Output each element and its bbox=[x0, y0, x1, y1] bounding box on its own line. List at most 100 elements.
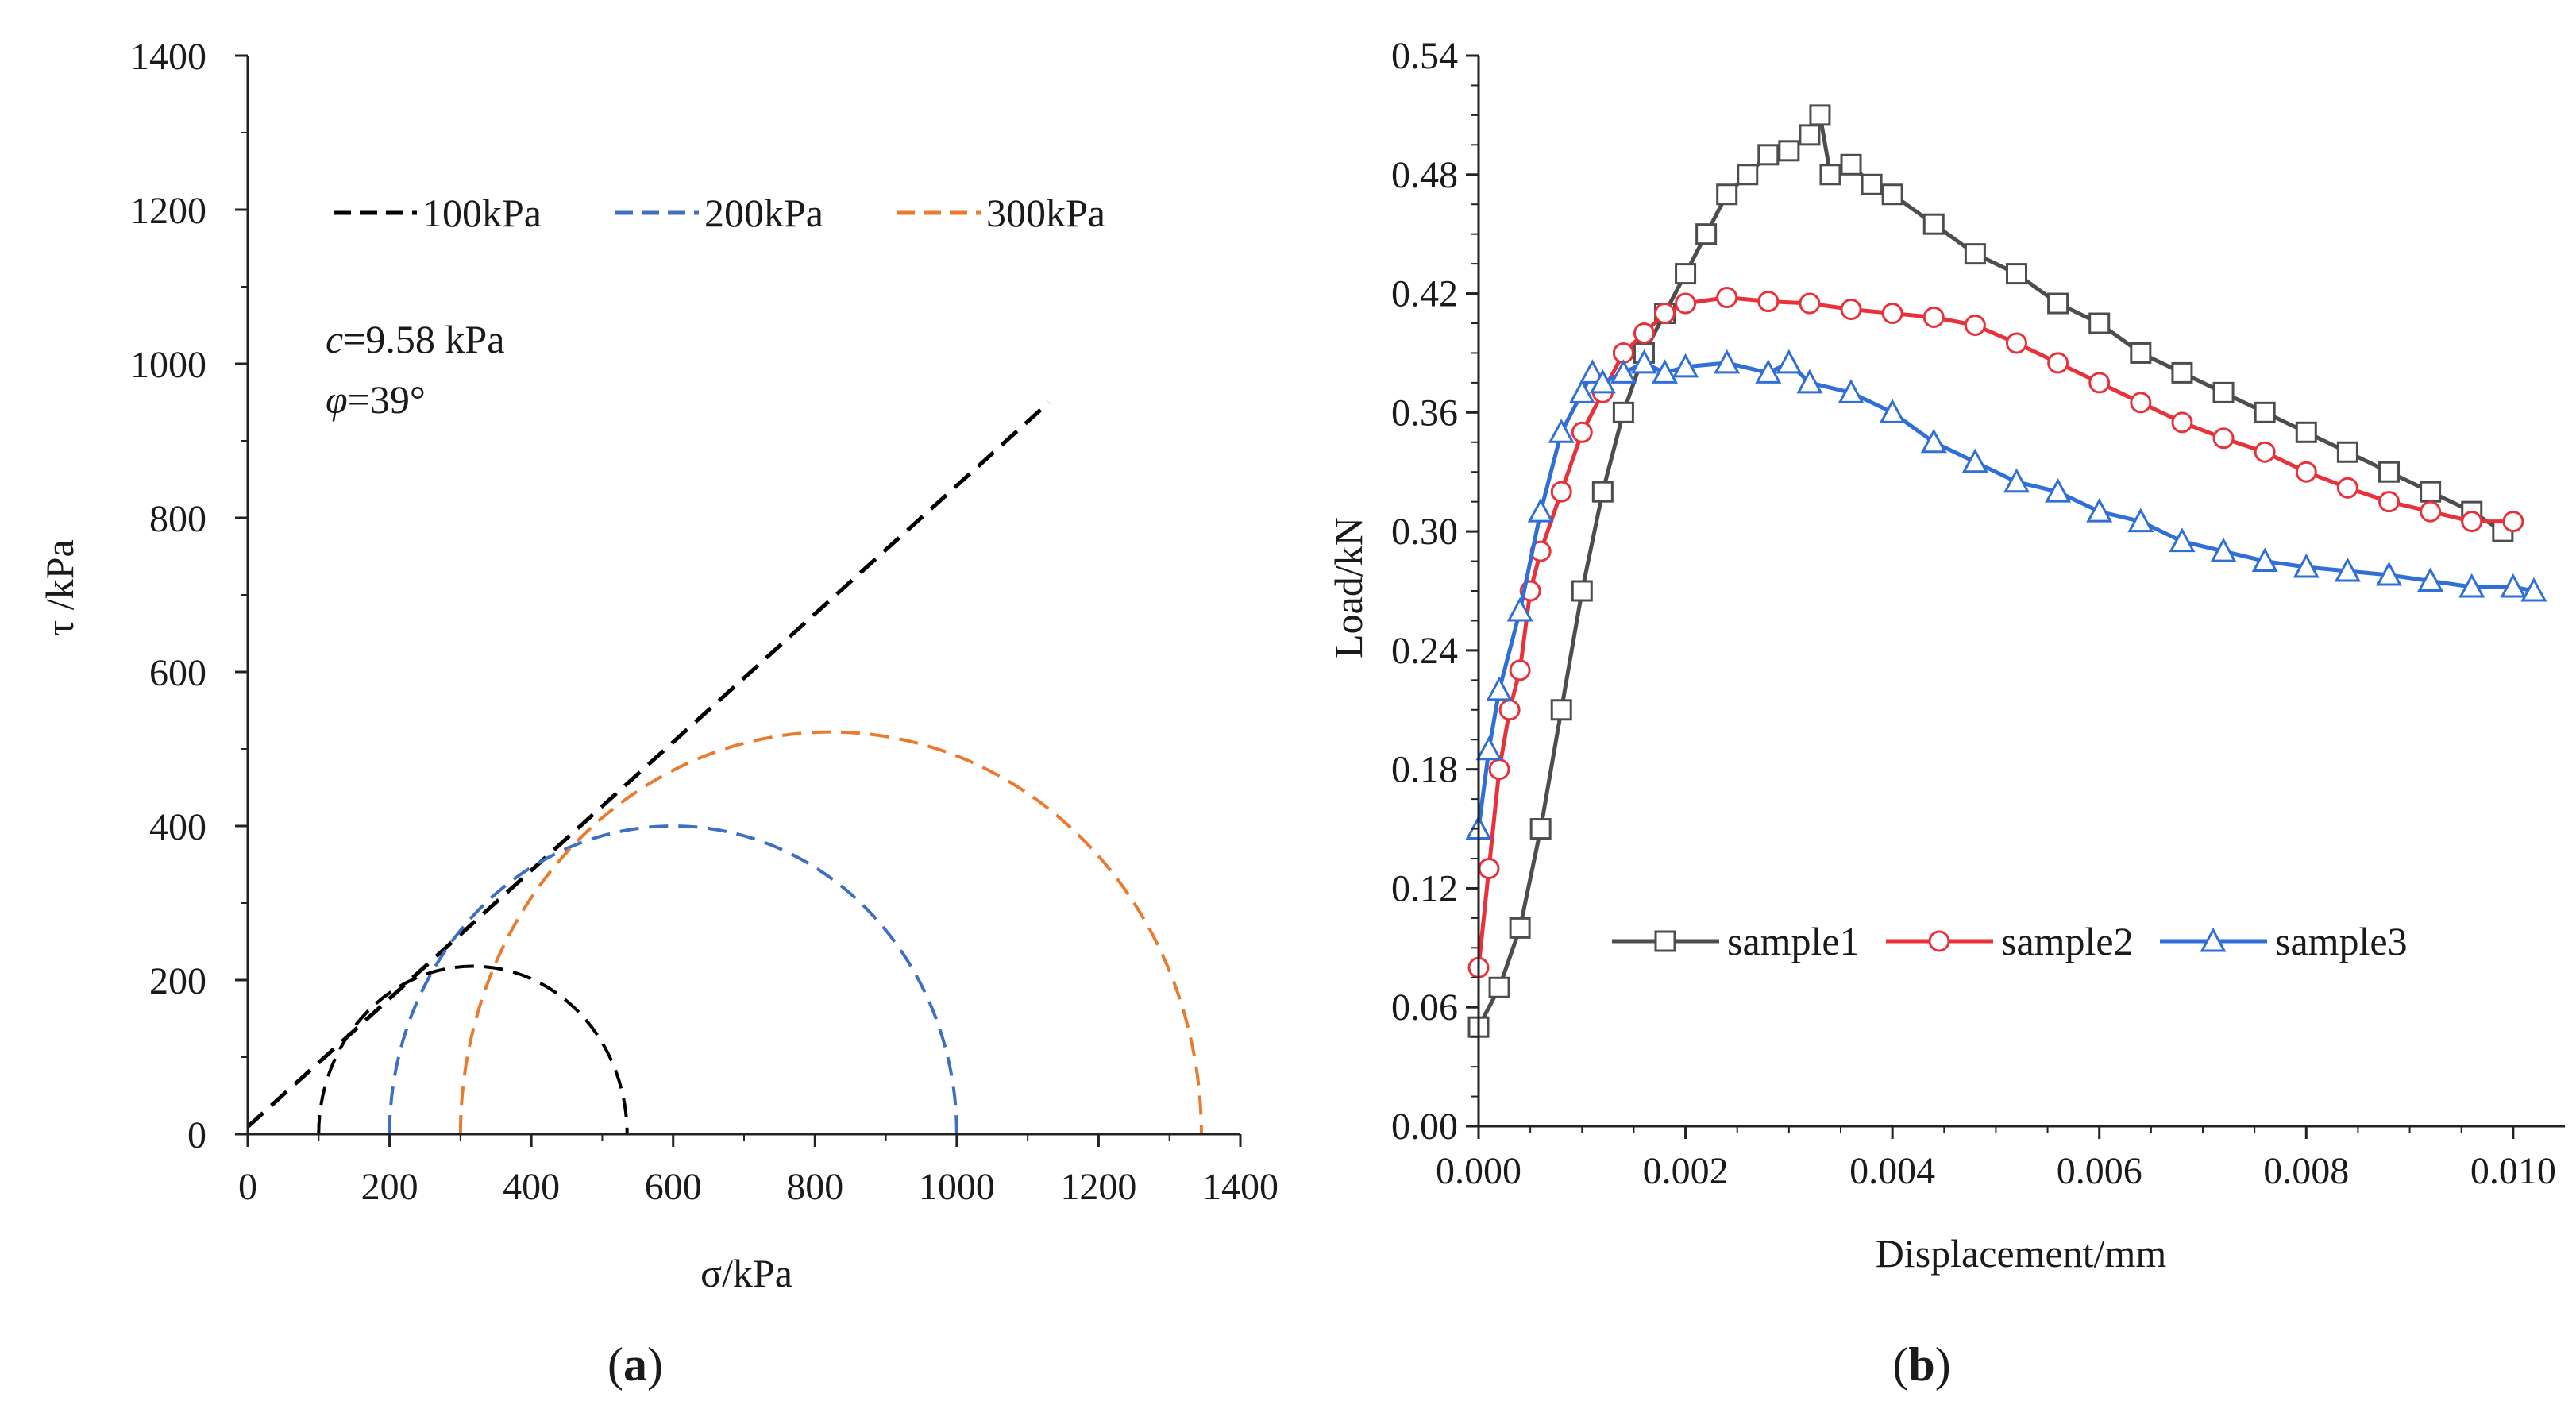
b-data-point bbox=[2254, 441, 2276, 463]
a-mohr-circle-200kPa bbox=[388, 824, 958, 1135]
b-data-point bbox=[1881, 183, 1903, 206]
b-data-point bbox=[1488, 758, 1510, 781]
a-y-tick-label: 400 bbox=[149, 806, 206, 848]
b-data-point bbox=[2171, 361, 2193, 384]
a-y-tick-label: 800 bbox=[149, 498, 206, 540]
b-data-point bbox=[2130, 392, 2152, 414]
b-data-point bbox=[1548, 419, 1575, 443]
b-x-tick-label: 0.000 bbox=[1436, 1150, 1521, 1192]
a-x-tick-label: 1200 bbox=[1060, 1166, 1136, 1208]
a-mohr-circles bbox=[317, 732, 1201, 1135]
b-data-point bbox=[2130, 342, 2152, 364]
b-data-point bbox=[2295, 461, 2317, 483]
a-annotation-cohesion: c=9.58 kPa bbox=[326, 317, 504, 361]
b-data-point bbox=[2088, 372, 2111, 394]
b-y-tick-label: 0.24 bbox=[1391, 630, 1458, 672]
a-legend-entry: 200kPa bbox=[704, 191, 823, 235]
b-data-point bbox=[1654, 303, 1676, 325]
b-data-point bbox=[1652, 359, 1679, 384]
b-data-point bbox=[2003, 468, 2030, 493]
b-y-axis-label: Load/kN bbox=[1326, 517, 1371, 658]
a-x-axis-label: σ/kPa bbox=[700, 1251, 792, 1295]
b-data-point bbox=[1755, 359, 1782, 384]
b-data-point bbox=[1571, 421, 1593, 443]
b-x-axis-label: Displacement/mm bbox=[1876, 1231, 2167, 1276]
b-data-point bbox=[1776, 349, 1803, 374]
b-data-point bbox=[2378, 461, 2401, 483]
b-data-point bbox=[1550, 699, 1572, 721]
b-data-point bbox=[1778, 140, 1800, 162]
a-legend-entry: 100kPa bbox=[422, 191, 542, 235]
b-data-point bbox=[2378, 491, 2401, 513]
b-data-point bbox=[2458, 573, 2485, 598]
a-y-tick-label: 1000 bbox=[130, 344, 206, 386]
a-x-tick-label: 200 bbox=[361, 1166, 418, 1208]
a-mohr-circle-300kPa bbox=[461, 732, 1201, 1134]
b-data-point bbox=[1922, 213, 1945, 235]
b-data-point bbox=[2210, 537, 2237, 562]
b-data-point bbox=[1612, 401, 1634, 423]
b-y-tick-label: 0.30 bbox=[1391, 511, 1458, 553]
a-legend-entry: 300kPa bbox=[986, 191, 1105, 235]
a-failure-envelope bbox=[246, 400, 1051, 1129]
a-x-tick-label: 1000 bbox=[919, 1166, 995, 1208]
b-data-point bbox=[1527, 497, 1554, 523]
b-data-point bbox=[1796, 369, 1823, 394]
b-data-point bbox=[1610, 359, 1637, 384]
b-data-point bbox=[2336, 441, 2358, 463]
a-y-tick-label: 1200 bbox=[130, 190, 206, 232]
a-failure-envelope-line bbox=[246, 400, 1051, 1129]
b-data-point bbox=[2088, 312, 2111, 334]
b-x-tick-label: 0.008 bbox=[2263, 1150, 2349, 1192]
b-y-tick-label: 0.36 bbox=[1391, 392, 1458, 434]
b-data-point bbox=[1675, 292, 1697, 315]
b-y-tick-label: 0.06 bbox=[1391, 986, 1458, 1029]
b-data-point bbox=[1672, 353, 1699, 378]
a-x-tick-label: 600 bbox=[645, 1166, 702, 1208]
b-y-tick-label: 0.48 bbox=[1391, 154, 1458, 196]
b-x-tick-label: 0.002 bbox=[1643, 1150, 1729, 1192]
b-series-line bbox=[1476, 361, 2535, 829]
b-data-point bbox=[1922, 307, 1945, 329]
b-data-point bbox=[1920, 428, 1947, 454]
b-series-lines bbox=[1465, 104, 2547, 1038]
a-x-tick-label: 400 bbox=[503, 1166, 560, 1208]
b-data-point bbox=[2502, 511, 2524, 533]
a-y-tick-label: 200 bbox=[149, 960, 206, 1002]
b-data-point bbox=[2005, 263, 2027, 285]
a-x-tick-labels: 0 200 400 600 800 1000 1200 1400 bbox=[238, 1166, 1278, 1208]
b-data-point bbox=[1488, 976, 1510, 998]
chart-a: 0 200 400 600 800 1000 1200 1400 0 200 400 600 800 1… bbox=[37, 36, 1278, 1391]
b-data-point bbox=[2005, 332, 2027, 354]
b-panel-label: (b) bbox=[1892, 1338, 1950, 1391]
b-y-tick-label: 0.54 bbox=[1391, 35, 1458, 77]
b-data-point bbox=[1475, 735, 1502, 761]
b-data-point bbox=[1509, 917, 1531, 939]
b-data-point bbox=[1506, 596, 1533, 622]
b-data-point bbox=[2086, 497, 2113, 523]
b-legend-entry: sample3 bbox=[2275, 919, 2408, 963]
b-legend-entry: sample1 bbox=[1727, 919, 1860, 963]
b-data-point bbox=[2171, 411, 2193, 434]
b-data-point bbox=[1589, 369, 1616, 394]
b-data-point bbox=[1861, 173, 1883, 195]
b-data-point bbox=[1695, 223, 1718, 245]
b-y-tick-label: 0.18 bbox=[1391, 749, 1458, 791]
b-x-tick-label: 0.010 bbox=[2470, 1150, 2556, 1192]
b-data-point bbox=[1714, 349, 1741, 374]
b-data-point bbox=[1675, 263, 1697, 285]
b-data-point bbox=[2500, 573, 2527, 598]
b-data-point bbox=[1757, 291, 1780, 313]
b-data-point bbox=[2212, 381, 2235, 403]
a-x-tick-label: 1400 bbox=[1202, 1166, 1278, 1208]
b-data-point bbox=[1809, 104, 1831, 126]
b-data-point bbox=[1633, 322, 1655, 344]
b-data-point bbox=[1819, 164, 1841, 186]
b-data-point bbox=[1486, 676, 1513, 701]
b-data-point bbox=[2254, 401, 2276, 423]
b-y-tick-labels: 0.00 0.06 0.12 0.18 0.24 0.30 0.36 0.42 0.48 0.54 bbox=[1391, 35, 1458, 1148]
b-data-point bbox=[1591, 481, 1614, 503]
a-x-tick-label: 0 bbox=[238, 1166, 257, 1208]
b-data-point bbox=[1881, 303, 1903, 325]
b-data-point bbox=[1964, 314, 1986, 336]
